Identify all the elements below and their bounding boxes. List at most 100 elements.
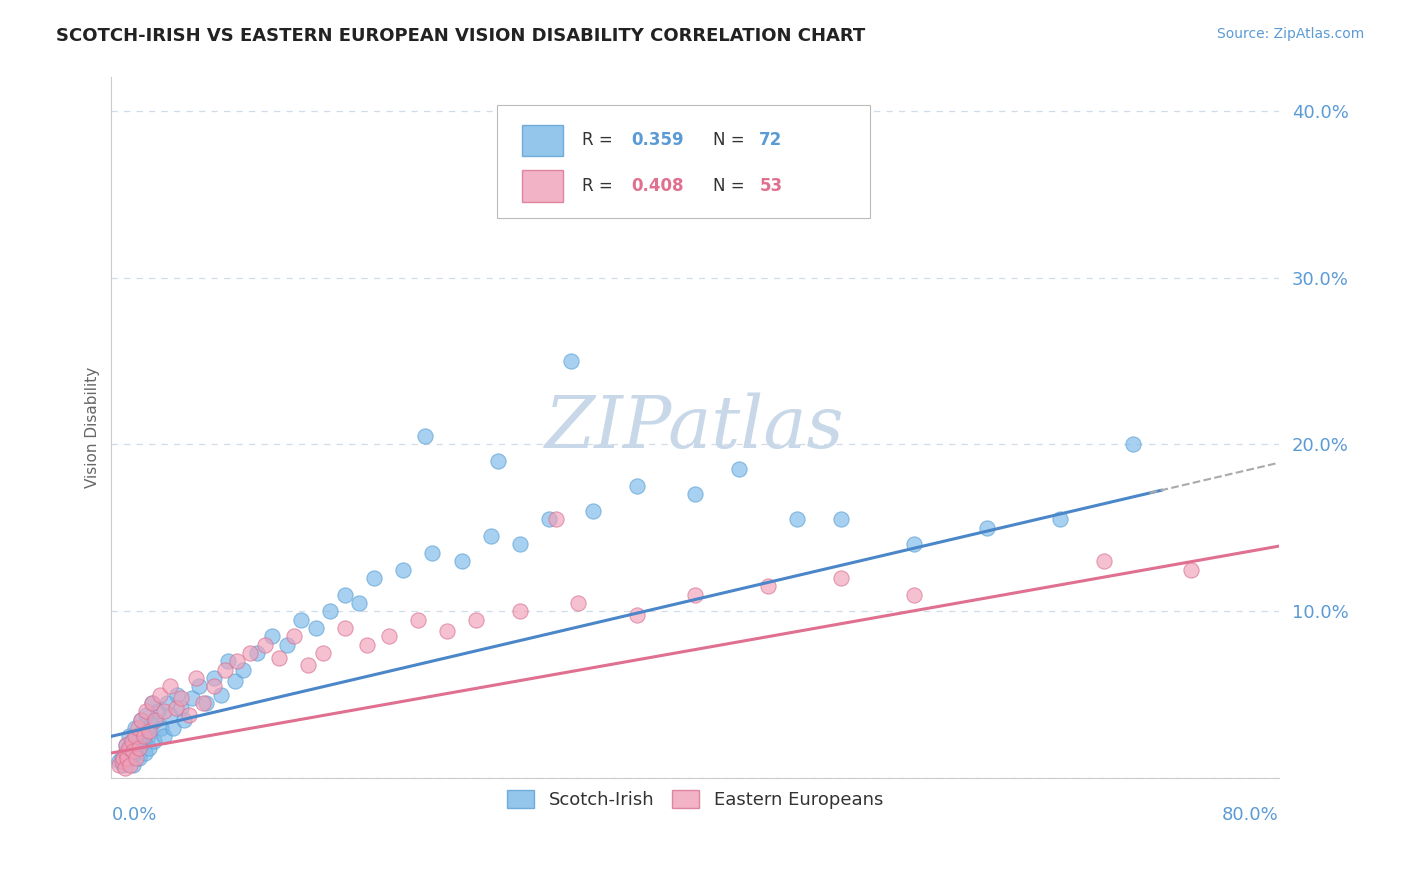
Point [122, 757, 145, 772]
Point [131, 724, 153, 739]
Point [170, 690, 193, 705]
Point [195, 696, 218, 710]
Point [138, 724, 160, 739]
Point [122, 734, 145, 748]
Point [150, 721, 173, 735]
Point [118, 741, 141, 756]
Point [115, 738, 138, 752]
Point [162, 721, 184, 735]
Point [246, 646, 269, 660]
Point [107, 755, 129, 769]
Text: Source: ZipAtlas.com: Source: ZipAtlas.com [1216, 27, 1364, 41]
Text: 80.0%: 80.0% [1222, 806, 1278, 824]
Point [786, 512, 808, 526]
FancyBboxPatch shape [496, 105, 870, 218]
Point [202, 671, 225, 685]
Point [903, 537, 925, 551]
Text: 0.359: 0.359 [631, 131, 683, 150]
Text: N =: N = [713, 177, 749, 195]
Point [111, 751, 134, 765]
Point [209, 688, 232, 702]
Point [159, 679, 181, 693]
Point [422, 546, 444, 560]
Text: 53: 53 [759, 177, 782, 195]
Point [546, 512, 568, 526]
Point [312, 646, 335, 660]
Point [122, 744, 145, 758]
Point [202, 679, 225, 693]
Point [626, 607, 648, 622]
Point [333, 588, 356, 602]
Point [135, 707, 157, 722]
Point [125, 751, 148, 765]
Point [319, 604, 342, 618]
Point [127, 741, 149, 756]
Point [349, 596, 371, 610]
Point [436, 624, 458, 639]
Point [132, 729, 155, 743]
Point [165, 701, 187, 715]
Point [305, 621, 328, 635]
Point [582, 504, 605, 518]
Point [406, 613, 429, 627]
Point [141, 696, 163, 710]
Point [170, 701, 193, 715]
Point [124, 729, 146, 743]
Point [356, 638, 378, 652]
Point [148, 688, 170, 702]
Point [115, 746, 138, 760]
Point [118, 729, 141, 743]
Point [193, 696, 215, 710]
Point [153, 704, 176, 718]
Point [135, 704, 157, 718]
Point [1180, 562, 1202, 576]
Text: 0.408: 0.408 [631, 177, 683, 195]
Point [333, 621, 356, 635]
Point [118, 741, 141, 756]
Point [253, 638, 276, 652]
Point [363, 571, 385, 585]
Point [115, 755, 138, 769]
Point [290, 613, 312, 627]
Text: ZIPatlas: ZIPatlas [546, 392, 845, 463]
Point [269, 651, 291, 665]
Point [138, 741, 160, 756]
Point [139, 717, 162, 731]
Text: N =: N = [713, 131, 749, 150]
Legend: Scotch-Irish, Eastern Europeans: Scotch-Irish, Eastern Europeans [498, 780, 893, 818]
Point [177, 707, 200, 722]
Point [830, 571, 852, 585]
Point [117, 746, 139, 760]
Point [297, 657, 319, 672]
Point [509, 537, 531, 551]
Bar [522, 170, 564, 202]
Point [121, 734, 143, 748]
Point [107, 757, 129, 772]
Point [567, 596, 589, 610]
Point [128, 751, 150, 765]
Point [830, 512, 852, 526]
Point [224, 674, 246, 689]
Point [392, 562, 415, 576]
Point [756, 579, 779, 593]
Point [120, 757, 142, 772]
Point [180, 690, 202, 705]
Point [125, 729, 148, 743]
Point [1122, 437, 1144, 451]
Text: 72: 72 [759, 131, 783, 150]
Point [136, 729, 159, 743]
Point [114, 746, 136, 760]
Point [1092, 554, 1115, 568]
Point [683, 588, 706, 602]
Text: SCOTCH-IRISH VS EASTERN EUROPEAN VISION DISABILITY CORRELATION CHART: SCOTCH-IRISH VS EASTERN EUROPEAN VISION … [56, 27, 866, 45]
Point [479, 529, 502, 543]
Point [260, 629, 283, 643]
Point [143, 713, 166, 727]
Text: R =: R = [582, 131, 617, 150]
Point [124, 721, 146, 735]
Point [283, 629, 305, 643]
Point [413, 429, 436, 443]
Y-axis label: Vision Disability: Vision Disability [86, 368, 100, 488]
Point [560, 354, 582, 368]
Point [156, 696, 179, 710]
